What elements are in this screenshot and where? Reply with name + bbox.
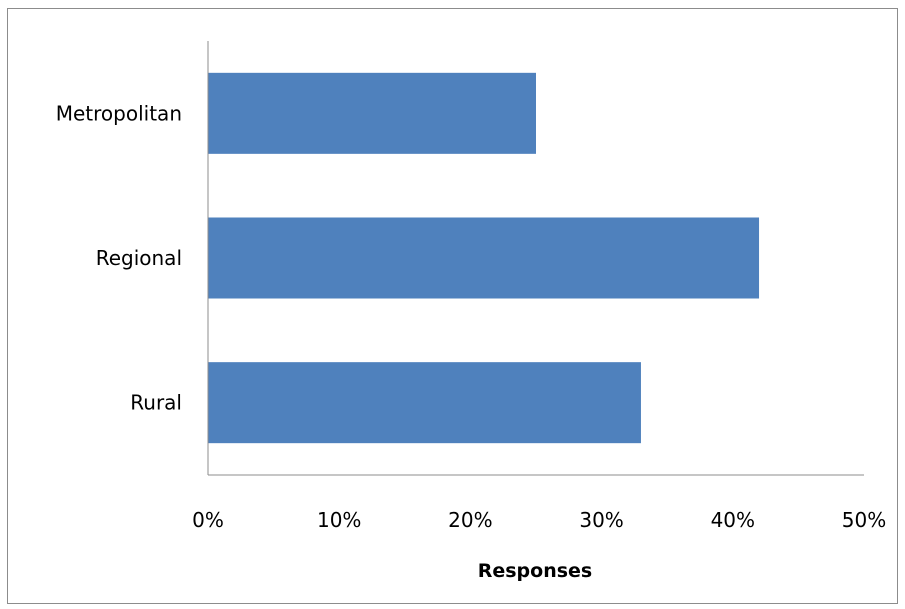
x-tick-labels: 0% 10% 20% 30% 40% 50% (192, 508, 886, 532)
bar-metropolitan (208, 72, 536, 154)
bar-rural (208, 362, 641, 444)
x-tick-label: 20% (448, 508, 492, 532)
bar-regional (208, 217, 760, 299)
x-axis-title: Responses (478, 560, 593, 582)
category-label-regional: Regional (96, 246, 182, 270)
category-label-rural: Rural (130, 391, 182, 415)
x-tick-label: 30% (579, 508, 623, 532)
x-tick-label: 0% (192, 508, 224, 532)
x-tick-label: 50% (842, 508, 886, 532)
x-tick-label: 40% (711, 508, 755, 532)
category-label-metropolitan: Metropolitan (56, 101, 182, 125)
x-tick-label: 10% (317, 508, 361, 532)
category-labels: Metropolitan Regional Rural (56, 101, 182, 414)
bars-group (208, 72, 760, 444)
